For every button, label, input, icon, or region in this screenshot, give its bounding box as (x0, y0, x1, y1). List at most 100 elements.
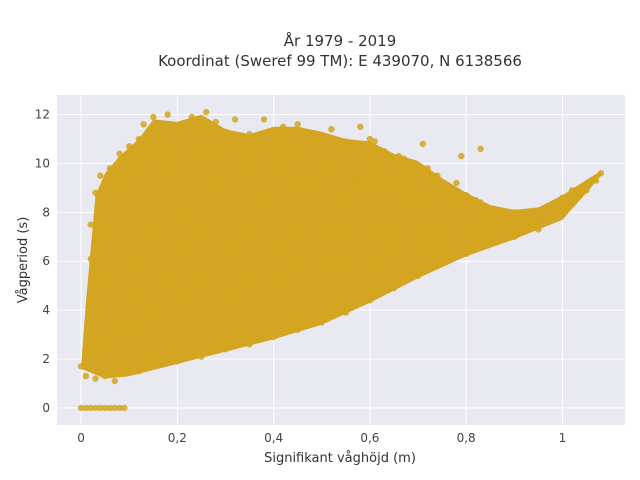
data-point (390, 223, 398, 231)
data-point (424, 194, 431, 201)
data-point (174, 358, 181, 365)
data-point (135, 135, 142, 143)
y-tick-label: 12 (35, 108, 50, 122)
data-point (366, 170, 374, 177)
data-point (97, 172, 104, 179)
data-point (270, 140, 277, 148)
data-point (583, 187, 590, 194)
y-tick-label: 10 (35, 156, 50, 170)
y-tick-label: 6 (42, 254, 50, 268)
data-point (318, 319, 325, 326)
x-tick-label: 0,8 (457, 431, 476, 445)
data-point (246, 277, 253, 284)
data-point (207, 184, 215, 192)
data-point (77, 404, 85, 412)
data-point (97, 272, 104, 280)
x-tick-label: 0,6 (360, 431, 379, 445)
data-point (251, 143, 258, 150)
data-point (414, 272, 422, 280)
data-point (463, 192, 470, 199)
data-point (275, 160, 282, 167)
data-point (597, 170, 605, 177)
data-point (487, 231, 494, 238)
data-point (246, 130, 253, 138)
data-point (308, 130, 316, 138)
data-point (390, 250, 398, 258)
data-point (487, 206, 494, 214)
data-point (328, 126, 335, 133)
data-point (453, 179, 460, 187)
data-point (511, 233, 518, 240)
data-point (222, 128, 229, 135)
y-axis-title: Vågperiod (s) (16, 217, 31, 304)
data-point (174, 245, 181, 253)
data-point (410, 184, 417, 192)
data-point (82, 372, 90, 380)
y-tick-label: 0 (42, 401, 50, 415)
data-point (472, 196, 479, 204)
data-point (463, 250, 470, 258)
data-point (121, 404, 128, 412)
data-point (150, 233, 157, 240)
data-point (198, 282, 205, 289)
data-point (126, 143, 133, 150)
y-tick-label: 4 (42, 303, 50, 317)
chart-title-line-2: Koordinat (Sweref 99 TM): E 439070, N 61… (158, 52, 522, 70)
data-point (135, 294, 142, 302)
data-point (385, 174, 393, 182)
data-point (130, 170, 138, 177)
data-point (568, 187, 576, 194)
data-point (323, 162, 330, 170)
data-point (342, 231, 349, 238)
data-point (366, 228, 374, 236)
data-point (111, 404, 119, 412)
data-point (559, 194, 566, 201)
y-tick-label: 8 (42, 205, 50, 219)
data-points (77, 108, 605, 412)
data-point (111, 377, 119, 385)
data-point (487, 240, 494, 248)
data-point (116, 404, 123, 412)
data-point (525, 214, 532, 221)
data-point (299, 152, 306, 160)
data-point (458, 152, 465, 160)
data-point (535, 214, 542, 221)
data-point (121, 370, 128, 377)
data-point (246, 341, 253, 348)
data-point (414, 226, 422, 233)
data-point (121, 184, 128, 192)
data-point (150, 306, 157, 314)
data-point (164, 270, 171, 277)
data-point (198, 353, 205, 360)
data-point (535, 218, 542, 226)
data-point (381, 148, 388, 155)
data-point (429, 189, 436, 196)
data-point (260, 116, 268, 123)
data-point (438, 240, 446, 248)
data-point (150, 363, 157, 370)
x-axis-title: Signifikant våghöjd (m) (264, 451, 416, 466)
data-point (87, 299, 94, 306)
data-point (188, 113, 195, 121)
data-point (260, 196, 268, 204)
data-point (164, 111, 171, 118)
data-point (77, 363, 85, 370)
data-point (145, 155, 152, 162)
data-point (126, 258, 133, 265)
data-point (87, 255, 94, 262)
data-point (87, 404, 94, 412)
data-point (400, 189, 407, 196)
data-point (342, 138, 349, 145)
data-point (511, 209, 518, 216)
data-point (140, 121, 147, 128)
data-point (280, 123, 287, 130)
data-point (222, 346, 229, 353)
data-point (352, 177, 359, 184)
data-point (443, 184, 451, 192)
data-point (135, 368, 142, 375)
data-point (222, 287, 229, 294)
data-point (463, 236, 470, 243)
data-point (376, 187, 383, 194)
data-point (116, 150, 123, 157)
